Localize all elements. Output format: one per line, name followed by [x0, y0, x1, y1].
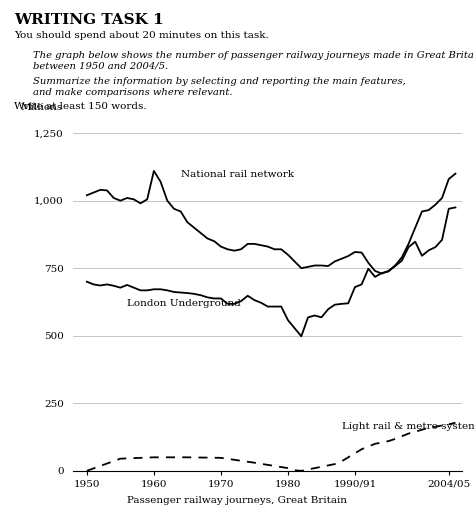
- Text: You should spend about 20 minutes on this task.: You should spend about 20 minutes on thi…: [14, 31, 269, 40]
- Text: Passenger railway journeys, Great Britain: Passenger railway journeys, Great Britai…: [127, 496, 347, 505]
- Text: WRITING TASK 1: WRITING TASK 1: [14, 13, 164, 27]
- Text: Millions: Millions: [21, 103, 63, 112]
- Text: London Underground: London Underground: [127, 299, 241, 308]
- Text: The graph below shows the number of passenger railway journeys made in Great Bri: The graph below shows the number of pass…: [33, 51, 474, 70]
- Text: Light rail & metro systems: Light rail & metro systems: [342, 422, 474, 431]
- Text: Write at least 150 words.: Write at least 150 words.: [14, 102, 147, 111]
- Text: National rail network: National rail network: [181, 170, 294, 179]
- Text: Summarize the information by selecting and reporting the main features,
and make: Summarize the information by selecting a…: [33, 77, 406, 97]
